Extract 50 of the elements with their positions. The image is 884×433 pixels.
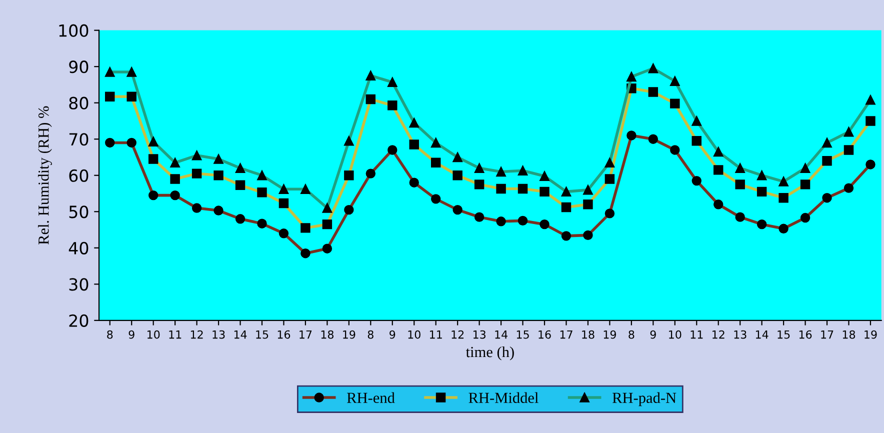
x-tick-label: 18 — [582, 330, 594, 339]
x-tick-label: 12 — [190, 330, 203, 339]
x-tick-label: 13 — [212, 330, 225, 339]
legend-label: RH-Middel — [468, 392, 538, 404]
x-tick-label: 12 — [452, 330, 464, 339]
x-tick-label: 17 — [821, 330, 834, 339]
x-tick-label: 15 — [778, 330, 790, 339]
x-tick-label: 9 — [390, 330, 396, 339]
x-tick-label: 10 — [669, 330, 682, 339]
y-tick-label: 50 — [69, 206, 88, 218]
x-tick-label: 14 — [495, 330, 508, 339]
x-axis-title: time (h) — [466, 346, 514, 360]
x-tick-label: 8 — [368, 330, 374, 339]
x-tick-label: 9 — [128, 330, 134, 339]
y-tick-label: 100 — [59, 24, 88, 37]
x-tick-label: 11 — [169, 330, 182, 339]
x-tick-label: 19 — [604, 330, 616, 339]
x-tick-label: 19 — [864, 330, 877, 339]
y-tick-label: 20 — [69, 314, 88, 327]
x-tick-label: 11 — [430, 330, 442, 339]
y-tick-label: 70 — [69, 133, 88, 146]
x-tick-label: 15 — [516, 330, 529, 339]
x-tick-label: 14 — [756, 330, 768, 339]
y-tick-label: 80 — [69, 96, 88, 110]
x-tick-label: 15 — [256, 330, 268, 339]
x-tick-label: 9 — [650, 330, 656, 339]
x-tick-label: 16 — [538, 330, 551, 339]
x-tick-label: 16 — [799, 330, 812, 339]
x-tick-label: 16 — [278, 330, 290, 339]
x-tick-label: 14 — [234, 330, 247, 339]
x-tick-label: 13 — [473, 330, 486, 339]
x-tick-label: 10 — [147, 330, 160, 339]
legend-label: RH-pad-N — [612, 392, 676, 406]
y-tick-label: 30 — [69, 278, 88, 291]
y-tick-label: 60 — [69, 169, 88, 182]
x-tick-label: 13 — [734, 330, 746, 339]
x-tick-label: 8 — [107, 330, 113, 339]
x-tick-label: 18 — [842, 330, 856, 339]
y-tick-label: 90 — [69, 60, 88, 74]
x-tick-label: 19 — [343, 330, 356, 339]
x-tick-label: 11 — [690, 330, 703, 339]
x-tick-label: 17 — [560, 330, 572, 339]
legend-label: RH-end — [347, 392, 395, 404]
x-tick-label: 12 — [712, 330, 724, 339]
x-tick-label: 8 — [628, 330, 634, 339]
x-tick-label: 10 — [408, 330, 420, 339]
y-axis-title: Rel. Humidity (RH) % — [38, 106, 52, 245]
x-tick-label: 17 — [300, 330, 312, 339]
y-tick-label: 40 — [68, 242, 88, 254]
x-tick-label: 18 — [321, 330, 334, 339]
